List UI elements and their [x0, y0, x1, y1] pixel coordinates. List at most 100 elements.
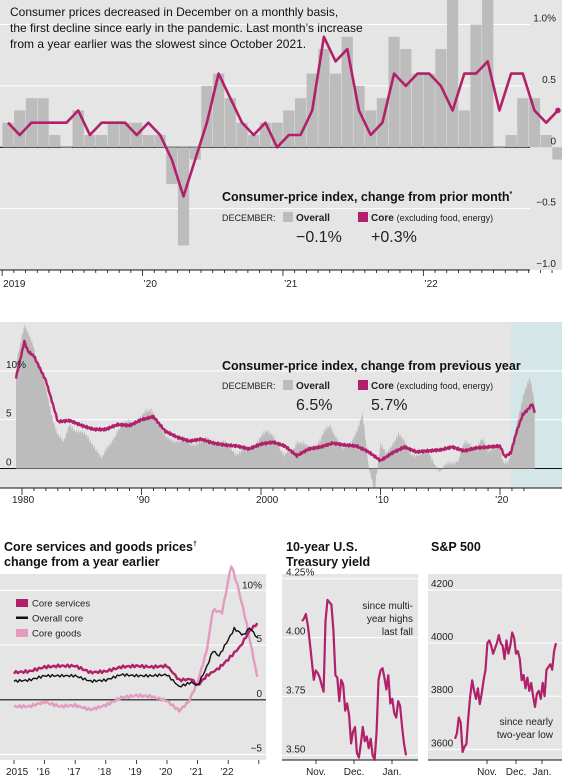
monthly-legend-label: DECEMBER: — [222, 213, 276, 223]
core-legend-label: Overall core — [32, 614, 83, 625]
annual-legend-overall: Overall — [296, 381, 330, 392]
monthly-overall-value: −0.1% — [296, 229, 342, 246]
monthly-overall-bar — [154, 135, 166, 148]
monthly-overall-bar — [119, 122, 131, 148]
core-x-tick-label: ’20 — [159, 767, 173, 778]
annual-legend-core-note: (excluding food, energy) — [397, 381, 494, 391]
core-legend-label: Core services — [32, 599, 90, 610]
monthly-overall-bar — [318, 49, 330, 148]
core-x-tick-label: ’19 — [128, 767, 142, 778]
treasury-y-tick-label: 4.00 — [286, 627, 306, 638]
sp500-y-tick-label: 3600 — [431, 738, 454, 749]
annual-y-tick-label: 10% — [6, 360, 26, 371]
monthly-overall-bar — [341, 36, 353, 148]
monthly-overall-bar — [517, 98, 529, 148]
panel-treasury-yield: 10-year U.S. Treasury yield Nov. Dec. Jan.… — [282, 540, 418, 778]
annual-overall-value: 6.5% — [296, 397, 332, 414]
monthly-overall-bar — [365, 110, 377, 148]
core-series-line-2 — [13, 565, 259, 713]
sp500-x-ticks: Nov. Dec. Jan. — [477, 760, 551, 778]
annual-x-ticks: 1980 ’90 2000 ’10 ’20 — [12, 488, 525, 506]
monthly-overall-bar — [505, 135, 517, 148]
monthly-overall-bar — [189, 147, 201, 160]
monthly-overall-bar — [14, 110, 26, 148]
monthly-overall-bar — [84, 135, 96, 148]
treasury-x-tick-label: Jan. — [383, 767, 402, 778]
treasury-x-tick-label: Dec. — [344, 767, 365, 778]
monthly-overall-bar — [142, 135, 154, 148]
intro-line-2: the first decline since early in the pan… — [10, 21, 363, 35]
annual-x-tick-label: 2000 — [256, 495, 279, 506]
monthly-overall-bar — [271, 122, 283, 148]
sp500-annotation-2: two-year low — [497, 730, 554, 741]
annual-x-tick-label: ’10 — [376, 495, 390, 506]
annual-y-tick-labels: 10% 5 0 — [6, 360, 26, 469]
annual-core-value: 5.7% — [371, 397, 407, 414]
core-x-tick-label: ’21 — [190, 767, 204, 778]
core-legend-swatch — [16, 616, 28, 619]
core-legend-label: Core goods — [32, 629, 81, 640]
treasury-annotation-1: since multi- — [362, 601, 413, 612]
monthly-overall-bar — [528, 98, 541, 148]
intro-line-3: from a year earlier was the slowest sinc… — [10, 37, 306, 51]
panel-monthly-cpi: 2019 ’20 ’21 ’22 1.0% 0.5 0 −0.5 −1.0 Consumer … — [0, 0, 562, 290]
monthly-core-value: +0.3% — [371, 229, 417, 246]
monthly-x-tick-label: 2019 — [3, 279, 26, 290]
monthly-y-tick-label: −0.5 — [536, 198, 556, 209]
core-chart-title-line-1: Core services and goods prices† — [4, 540, 197, 554]
annual-x-tick-label: ’90 — [137, 495, 151, 506]
core-y-tick-labels: 10% 5 0 −5 — [242, 580, 262, 754]
core-x-tick-label: ’17 — [67, 767, 81, 778]
monthly-y-tick-labels: 1.0% 0.5 0 −0.5 −1.0 — [533, 14, 556, 270]
monthly-overall-bar — [49, 135, 61, 148]
monthly-overall-bar — [411, 73, 424, 148]
core-x-tick-label: 2015 — [6, 767, 29, 778]
annual-x-tick-label: ’20 — [495, 495, 509, 506]
sp500-x-tick-label: Dec. — [506, 767, 527, 778]
panel-sp500: S&P 500 Nov. Dec. Jan. 4200 4000 3800 3600 si… — [428, 540, 562, 778]
core-y-tick-label: 0 — [256, 689, 262, 700]
monthly-overall-bar — [330, 73, 342, 148]
monthly-x-ticks: 2019 ’20 ’21 ’22 — [1, 270, 553, 290]
monthly-overall-bar — [423, 73, 435, 148]
monthly-x-tick-label: ’21 — [284, 279, 298, 290]
monthly-legend-overall: Overall — [296, 213, 330, 224]
monthly-overall-bar — [388, 36, 400, 148]
monthly-overall-bar — [201, 85, 213, 148]
monthly-overall-bar — [400, 49, 412, 148]
monthly-y-tick-label: 0 — [550, 136, 556, 147]
core-series-lines — [13, 565, 259, 713]
treasury-annotation-2: year highs — [367, 614, 413, 625]
sp500-y-tick-label: 4000 — [431, 632, 454, 643]
monthly-overall-bar — [259, 122, 271, 148]
sp500-y-tick-label: 3800 — [431, 685, 454, 696]
monthly-overall-bar — [2, 122, 14, 148]
monthly-overall-bar — [72, 110, 84, 148]
monthly-core-line — [7, 35, 559, 198]
annual-core-line — [14, 339, 536, 463]
core-chart-title-text-1: Core services and goods prices — [4, 540, 193, 554]
monthly-overall-bar — [60, 147, 73, 148]
monthly-y-tick-label: −1.0 — [536, 259, 556, 270]
monthly-chart-title-text: Consumer-price index, change from prior … — [222, 190, 510, 204]
treasury-yield-line — [301, 598, 408, 762]
monthly-legend-overall-swatch — [283, 212, 293, 222]
sp500-gridlines — [428, 589, 562, 761]
monthly-legend-core: Core (excluding food, energy) — [371, 213, 493, 224]
monthly-x-tick-label: ’20 — [144, 279, 158, 290]
monthly-overall-bar — [540, 135, 552, 148]
monthly-overall-bar — [482, 0, 494, 148]
core-y-tick-label: 10% — [242, 580, 262, 591]
panel-annual-cpi: 1980 ’90 2000 ’10 ’20 10% 5 0 Consumer-price i… — [0, 322, 562, 506]
core-legend-swatch — [16, 599, 28, 607]
monthly-overall-bar — [470, 24, 482, 148]
annual-x-tick-label: 1980 — [12, 495, 35, 506]
sp500-annotation-1: since nearly — [500, 717, 553, 728]
sp500-title: S&P 500 — [431, 540, 481, 554]
treasury-x-tick-label: Nov. — [306, 767, 326, 778]
annual-legend-overall-swatch — [283, 380, 293, 390]
annual-legend-core: Core (excluding food, energy) — [371, 381, 493, 392]
monthly-overall-bar — [435, 49, 447, 148]
core-x-tick-label: ’16 — [37, 767, 51, 778]
